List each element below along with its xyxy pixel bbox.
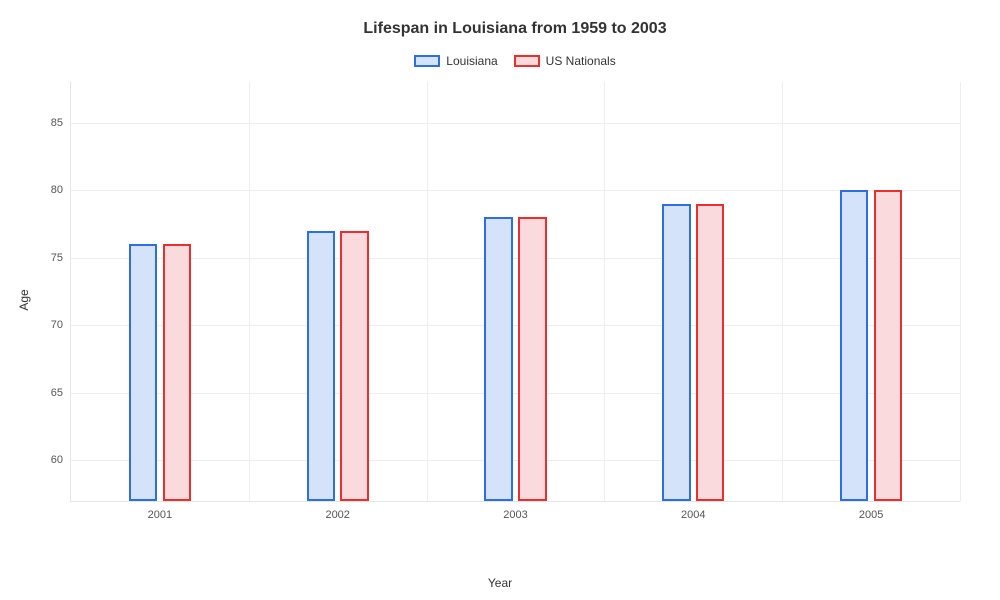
chart-container: Lifespan in Louisiana from 1959 to 2003 … bbox=[0, 0, 1000, 600]
gridline-v bbox=[604, 82, 605, 501]
x-axis-label: Year bbox=[488, 576, 512, 590]
legend-swatch-louisiana bbox=[414, 55, 440, 67]
y-axis-label: Age bbox=[17, 289, 31, 310]
legend-label: US Nationals bbox=[546, 54, 616, 68]
xtick-label: 2005 bbox=[859, 501, 883, 521]
legend-label: Louisiana bbox=[446, 54, 497, 68]
gridline-v bbox=[427, 82, 428, 501]
gridline-h bbox=[71, 460, 960, 461]
gridline-h bbox=[71, 123, 960, 124]
bar-us-nationals bbox=[163, 244, 191, 501]
gridline-v bbox=[960, 82, 961, 501]
gridline-h bbox=[71, 393, 960, 394]
legend-swatch-us-nationals bbox=[514, 55, 540, 67]
xtick-label: 2004 bbox=[681, 501, 705, 521]
gridline-h bbox=[71, 258, 960, 259]
bar-us-nationals bbox=[518, 217, 546, 501]
ytick-label: 80 bbox=[51, 184, 71, 196]
bar-louisiana bbox=[307, 231, 335, 501]
legend-item-louisiana: Louisiana bbox=[414, 54, 497, 68]
xtick-label: 2001 bbox=[148, 501, 172, 521]
ytick-label: 70 bbox=[51, 319, 71, 331]
bar-louisiana bbox=[129, 244, 157, 501]
chart-title: Lifespan in Louisiana from 1959 to 2003 bbox=[70, 20, 960, 38]
ytick-label: 85 bbox=[51, 117, 71, 129]
ytick-label: 65 bbox=[51, 387, 71, 399]
gridline-h bbox=[71, 190, 960, 191]
plot-area: 60657075808520012002200320042005 bbox=[70, 82, 960, 502]
bar-louisiana bbox=[484, 217, 512, 501]
gridline-v bbox=[249, 82, 250, 501]
bar-us-nationals bbox=[696, 204, 724, 501]
bar-louisiana bbox=[840, 190, 868, 501]
legend-item-us-nationals: US Nationals bbox=[514, 54, 616, 68]
xtick-label: 2003 bbox=[503, 501, 527, 521]
bar-us-nationals bbox=[874, 190, 902, 501]
bar-louisiana bbox=[662, 204, 690, 501]
xtick-label: 2002 bbox=[325, 501, 349, 521]
chart-legend: Louisiana US Nationals bbox=[70, 54, 960, 68]
gridline-v bbox=[782, 82, 783, 501]
bar-us-nationals bbox=[340, 231, 368, 501]
ytick-label: 60 bbox=[51, 454, 71, 466]
gridline-h bbox=[71, 325, 960, 326]
ytick-label: 75 bbox=[51, 252, 71, 264]
